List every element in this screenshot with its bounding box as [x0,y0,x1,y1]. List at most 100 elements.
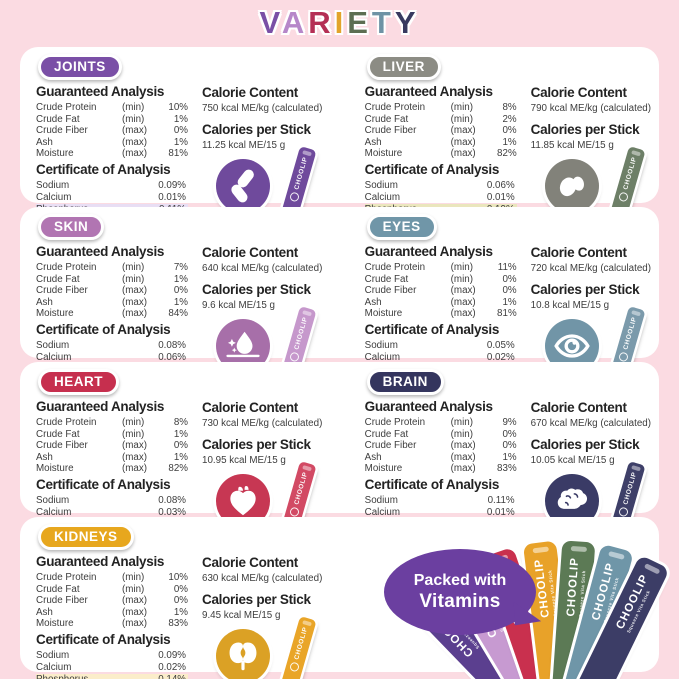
mineral-value: 0.01% [486,191,515,203]
table-row: Moisture (max) 84% [36,308,188,320]
analysis-value: 0% [173,285,188,297]
analysis-label: Crude Fat [364,113,409,125]
content-card: SKIN Guaranteed Analysis Crude Protein (m… [20,207,659,380]
table-row: Ash (max) 1% [36,452,188,464]
certificate-heading: Certificate of Analysis [364,161,500,177]
analysis-label: Crude Fat [36,113,80,125]
analysis-value: 1% [502,451,517,463]
analysis-label: Crude Fiber [36,285,88,297]
guaranteed-analysis-heading: Guaranteed Analysis [36,244,165,259]
guaranteed-analysis-table: Crude Protein (min) 7% Crude Fat (min) 1% Crud… [36,262,188,320]
mineral-label: Sodium [364,179,398,191]
product-stick-logo [617,506,629,518]
analysis-label: Crude Protein [36,102,97,113]
certificate-heading: Certificate of Analysis [36,476,171,492]
product-stick-logo [288,191,301,203]
product-stick-brand: CHOOLIP [293,316,310,351]
mineral-value: 0.06% [158,351,186,363]
mineral-label: Calcium [364,506,401,518]
table-row: Crude Fiber (max) 0% [36,285,188,297]
mineral-label: Calcium [36,661,72,673]
mineral-value: 0.02% [158,661,186,673]
calorie-content-value: 750 kcal ME/kg (calculated) [202,103,323,114]
analysis-qualifier: (max) [122,285,148,297]
mineral-value: 0.14% [158,674,186,679]
calories-per-stick-value: 9.6 kcal ME/15 g [202,300,275,311]
calories-per-stick-value: 11.25 kcal ME/15 g [202,140,286,151]
analysis-qualifier: (max) [450,296,476,308]
calorie-content-heading: Calorie Content [530,400,627,415]
panel-badge: JOINTS [38,54,122,80]
analysis-qualifier: (min) [122,273,145,285]
mineral-label: Calcium [364,191,401,203]
table-row: Sodium 0.09% [36,650,188,662]
analysis-label: Crude Fat [36,583,80,595]
analysis-value: 0% [502,440,517,452]
calories-per-stick-heading: Calories per Stick [202,437,311,452]
analysis-label: Crude Protein [36,417,97,428]
analysis-value: 11% [497,262,517,273]
title-letter: V [259,5,282,40]
analysis-label: Crude Protein [36,262,97,273]
mineral-label: Calcium [36,506,72,518]
analysis-value: 10% [168,572,188,583]
product-stick-brand: CHOOLIP [621,316,638,351]
analysis-qualifier: (max) [450,308,476,320]
analysis-value: 10% [168,102,188,113]
analysis-qualifier: (min) [122,572,145,583]
content-card: JOINTS Guaranteed Analysis Crude Protein… [20,47,659,220]
analysis-value: 1% [173,136,188,148]
product-stick-brand: CHOOLIP [621,471,638,506]
panel-badge: EYES [366,214,437,240]
analysis-value: 1% [502,296,517,308]
analysis-label: Crude Fiber [36,595,88,607]
guaranteed-analysis-table: Crude Protein (min) 9% Crude Fat (min) 0% Crud… [365,417,517,475]
calories-per-stick-value: 11.85 kcal ME/15 g [530,140,614,151]
analysis-label: Crude Fiber [364,440,417,452]
analysis-label: Ash [364,136,382,148]
product-stick-brand: CHOOLIP [293,156,310,191]
kidneys-icon [216,629,270,679]
panel-brain: BRAIN Guaranteed Analysis Crude Protein (… [347,368,651,535]
product-stick: CHOOLIP [280,616,317,679]
analysis-value: 0% [173,595,188,607]
analysis-label: Moisture [36,148,74,160]
analysis-value: 1% [173,606,188,618]
panel-badge: LIVER [366,54,441,80]
analysis-qualifier: (max) [122,451,148,463]
analysis-value: 1% [502,136,517,148]
mineral-value: 0.09% [158,179,186,191]
bubble-line1: Packed with [413,571,507,589]
analysis-qualifier: (max) [122,463,148,475]
liver-icon [544,159,599,213]
analysis-qualifier: (min) [450,262,473,273]
table-row: Moisture (max) 82% [365,148,517,160]
mineral-value: 0.03% [158,506,186,518]
panel-kidneys: KIDNEYS Guaranteed Analysis Crude Protei… [36,523,350,679]
panel-badge: SKIN [38,214,105,240]
table-row: Crude Fat (min) 1% [36,274,188,286]
calories-per-stick-heading: Calories per Stick [202,592,311,607]
guaranteed-analysis-heading: Guaranteed Analysis [364,399,493,414]
analysis-qualifier: (min) [450,113,473,125]
table-row: Crude Fiber (max) 0% [36,125,188,137]
content-card: KIDNEYS Guaranteed Analysis Crude Protei… [20,517,670,679]
analysis-qualifier: (min) [450,102,473,113]
analysis-qualifier: (max) [122,136,148,148]
analysis-label: Moisture [364,308,403,320]
mineral-value: 0.01% [158,191,186,203]
analysis-value: 82% [497,148,517,160]
analysis-value: 1% [173,451,188,463]
mineral-label: Sodium [36,494,70,506]
analysis-qualifier: (min) [450,417,473,428]
analysis-label: Moisture [36,463,74,475]
analysis-value: 1% [173,428,188,440]
analysis-label: Crude Protein [364,417,426,428]
analysis-qualifier: (max) [122,148,148,160]
mineral-label: Sodium [36,179,70,191]
analysis-qualifier: (max) [450,440,476,452]
table-row: Crude Fiber (max) 0% [36,440,188,452]
table-row: Crude Fat (min) 1% [36,114,188,126]
panel-badge-label: HEART [54,374,103,389]
